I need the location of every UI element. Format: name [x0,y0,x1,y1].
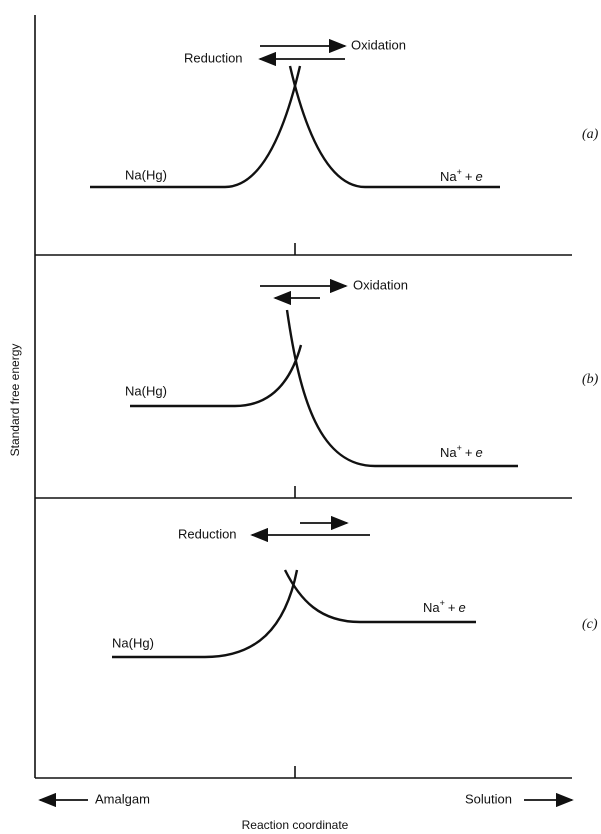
diagram: Standard free energy Amalgam Solution Re… [0,0,601,834]
panel-label: (b) [582,372,599,387]
panel-c: Reduction Na(Hg) Na++e (c) [112,523,598,657]
oxidation: Oxidation [351,37,406,52]
reduction: Reduction [178,526,237,541]
right-species: Na++e [440,443,483,460]
panel-label: (a) [582,127,599,142]
x-axis-label: Reaction coordinate [242,818,349,832]
left-species: Na(Hg) [125,167,167,182]
left-species: Na(Hg) [125,383,167,398]
right-end: Solution [465,791,512,806]
reduction: Reduction [184,50,243,65]
left-end: Amalgam [95,791,150,806]
oxidation: Oxidation [353,277,408,292]
panel-b: Oxidation Na(Hg) Na++e (b) [125,277,599,466]
axes [35,15,572,778]
right-species: Na++e [440,167,483,184]
panel-a: Oxidation Reduction Na(Hg) Na++e (a) [90,37,599,187]
left-species: Na(Hg) [112,635,154,650]
y-axis-label: Standard free energy [8,344,22,457]
panel-label: (c) [582,617,598,632]
right-species: Na++e [423,598,466,615]
